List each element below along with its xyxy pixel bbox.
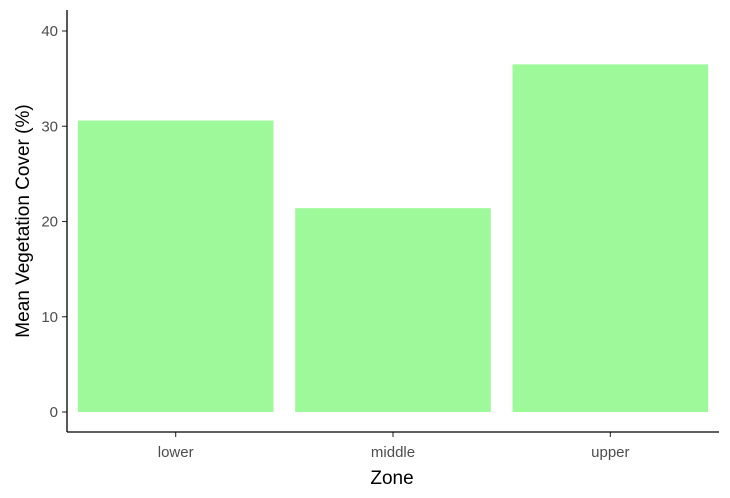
y-tick-label: 40 bbox=[41, 23, 58, 40]
x-tick-label: upper bbox=[591, 444, 629, 461]
x-tick-label: middle bbox=[371, 444, 415, 461]
x-tick-label: lower bbox=[158, 444, 194, 461]
bar-middle bbox=[295, 208, 491, 412]
bars-layer bbox=[77, 64, 709, 412]
bar-lower bbox=[77, 120, 274, 412]
bar-upper bbox=[512, 64, 709, 412]
y-tick-label: 30 bbox=[41, 118, 58, 135]
x-axis-ticks: lower middle upper bbox=[158, 432, 630, 461]
y-axis-title: Mean Vegetation Cover (%) bbox=[13, 104, 34, 337]
y-tick-label: 10 bbox=[41, 309, 58, 326]
x-axis-title: Zone bbox=[370, 468, 413, 489]
y-tick-label: 20 bbox=[41, 214, 58, 231]
y-axis-ticks: 0 10 20 30 40 bbox=[41, 23, 67, 421]
y-tick-label: 0 bbox=[50, 404, 58, 421]
